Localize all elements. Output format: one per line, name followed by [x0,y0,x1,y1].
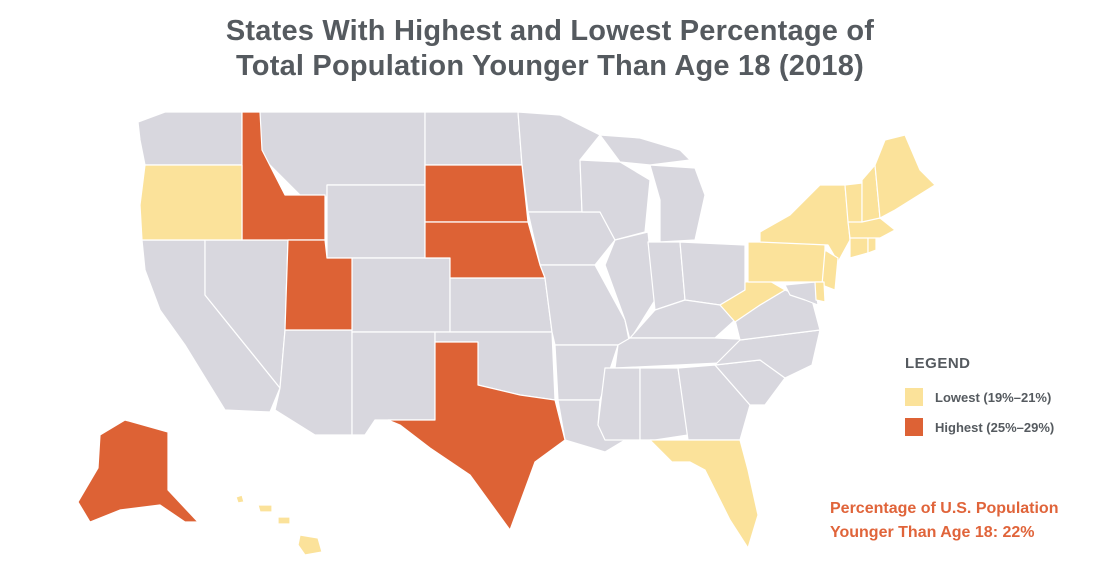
state-maine [874,134,936,219]
legend-item-lowest: Lowest (19%–21%) [905,384,1054,410]
map-title: States With Highest and Lowest Percentag… [0,14,1100,84]
state-michigan [649,164,706,243]
state-hawaii-2 [257,504,273,513]
state-north-dakota [424,111,523,166]
state-arizona [274,329,353,436]
state-texas [387,341,566,531]
national-average-note: Percentage of U.S. Population Younger Th… [830,497,1090,545]
legend: LEGEND Lowest (19%–21%) Highest (25%–29%… [905,355,1054,444]
state-alabama [639,367,689,441]
state-nebraska [424,221,546,279]
state-washington [137,111,243,166]
title-line-2: Total Population Younger Than Age 18 (20… [236,50,864,82]
state-michigan-up [599,134,691,166]
note-line-2: Younger Than Age 18: 22% [830,524,1035,541]
lowest-swatch [905,388,923,406]
state-alaska [77,419,199,523]
state-vermont [844,182,863,223]
state-wyoming [326,184,426,259]
state-kansas [449,277,553,333]
legend-title: LEGEND [905,355,971,372]
state-pennsylvania [747,241,826,283]
state-oregon [139,164,243,241]
state-hawaii-4 [297,534,323,556]
highest-states [77,111,566,531]
legend-lowest-label: Lowest (19%–21%) [935,389,1052,405]
state-indiana [647,241,686,311]
lowest-states [139,134,936,556]
state-idaho [241,111,326,241]
legend-item-highest: Highest (25%–29%) [905,414,1054,440]
legend-highest-label: Highest (25%–29%) [935,419,1055,435]
state-colorado [351,257,451,333]
state-georgia [677,364,751,441]
state-delaware [814,281,826,303]
state-iowa [527,211,616,266]
state-mississippi [597,367,641,441]
state-utah [284,239,353,331]
state-new-jersey [821,249,839,291]
state-hawaii-1 [235,494,245,504]
note-line-1: Percentage of U.S. Population [830,500,1059,517]
highest-swatch [905,418,923,436]
state-connecticut [849,235,869,259]
state-florida [649,439,759,549]
title-line-1: States With Highest and Lowest Percentag… [225,15,875,47]
state-hawaii-3 [277,516,291,525]
state-south-dakota [424,164,529,223]
